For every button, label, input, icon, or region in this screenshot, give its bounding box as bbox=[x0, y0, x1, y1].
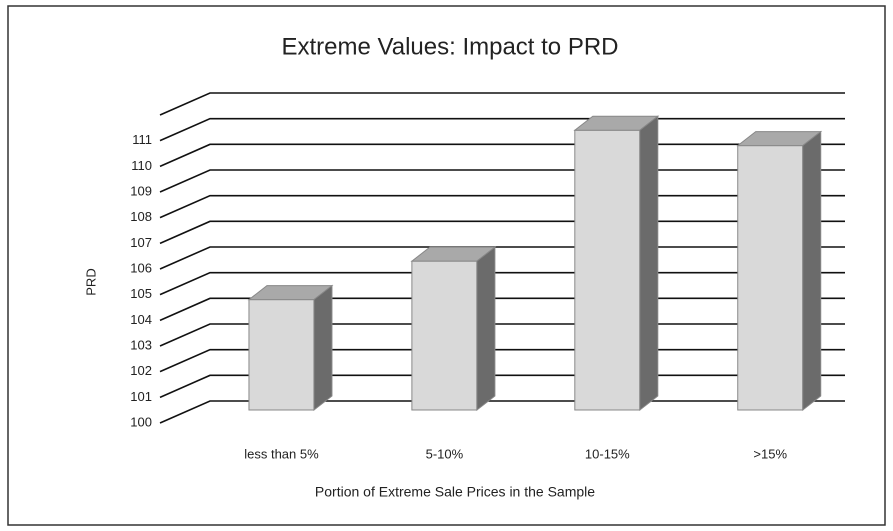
y-tick-label: 100 bbox=[130, 414, 152, 429]
y-tick-label: 108 bbox=[130, 209, 152, 224]
y-axis-label: PRD bbox=[83, 268, 98, 295]
y-tick-label: 102 bbox=[130, 363, 152, 378]
y-tick-label: 104 bbox=[130, 312, 152, 327]
wall-edge bbox=[159, 92, 845, 116]
bar bbox=[410, 246, 497, 412]
y-tick-label: 109 bbox=[130, 183, 152, 198]
bar bbox=[573, 115, 660, 412]
bar-side bbox=[476, 246, 496, 412]
y-tick-label: 103 bbox=[130, 337, 152, 352]
bar-front bbox=[411, 260, 478, 411]
x-tick-label: >15% bbox=[753, 446, 787, 461]
y-tick-label: 110 bbox=[131, 158, 152, 173]
x-tick-label: 5-10% bbox=[426, 446, 464, 461]
bar bbox=[736, 130, 823, 412]
bar-front bbox=[248, 299, 315, 411]
chart-title: Extreme Values: Impact to PRD bbox=[281, 33, 618, 60]
y-tick-label: 101 bbox=[130, 389, 152, 404]
y-tick-label: 106 bbox=[130, 260, 152, 275]
y-tick-label: 111 bbox=[132, 132, 152, 147]
bar-side bbox=[802, 130, 822, 412]
y-tick-label: 107 bbox=[130, 235, 152, 250]
bar-front bbox=[574, 129, 641, 411]
bar-side bbox=[313, 284, 333, 412]
x-tick-label: less than 5% bbox=[244, 446, 319, 461]
bar bbox=[247, 284, 334, 412]
y-tick-label: 105 bbox=[130, 286, 152, 301]
bar-front bbox=[737, 145, 804, 411]
x-tick-label: 10-15% bbox=[585, 446, 630, 461]
bar-side bbox=[639, 115, 659, 412]
x-axis-label: Portion of Extreme Sale Prices in the Sa… bbox=[315, 484, 595, 500]
